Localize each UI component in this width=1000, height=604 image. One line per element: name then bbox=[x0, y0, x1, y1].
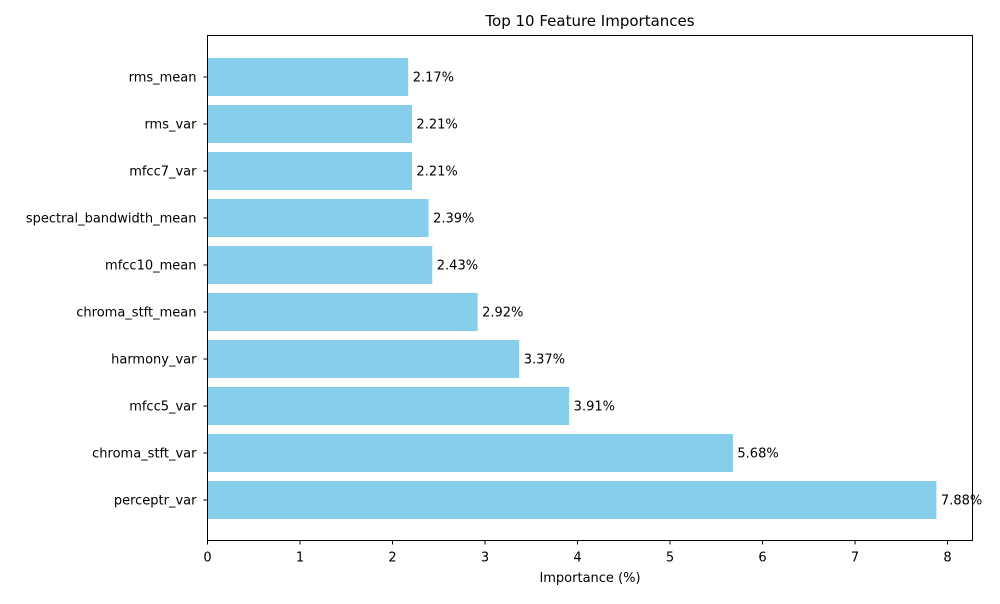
value-label-rms_mean: 2.17% bbox=[413, 71, 454, 86]
y-tick-label: rms_mean bbox=[129, 71, 197, 86]
x-tick-label: 5 bbox=[666, 551, 674, 566]
bar-rms_var bbox=[207, 105, 412, 143]
y-axis: rms_mean rms_var mfcc7_var spectral_bandwid… bbox=[26, 71, 208, 509]
bar-rms_mean bbox=[207, 58, 409, 96]
y-tick-label: harmony_var bbox=[111, 353, 197, 368]
value-label-chroma_stft_var: 5.68% bbox=[737, 447, 778, 462]
x-tick-label: 0 bbox=[203, 551, 211, 566]
value-label-perceptr_var: 7.88% bbox=[941, 494, 982, 509]
plot-frame bbox=[207, 35, 973, 541]
value-label-chroma_stft_mean: 2.92% bbox=[482, 306, 523, 321]
y-tick-label: mfcc10_mean bbox=[105, 259, 196, 274]
bar-perceptr_var bbox=[207, 481, 937, 519]
y-tick-label: chroma_stft_mean bbox=[76, 306, 196, 321]
bar-mfcc5_var bbox=[207, 387, 570, 425]
x-tick-label: 7 bbox=[851, 551, 859, 566]
bars-layer bbox=[207, 58, 937, 519]
y-tick-label: chroma_stft_var bbox=[92, 447, 197, 462]
x-tick-label: 4 bbox=[573, 551, 581, 566]
y-tick-label: mfcc5_var bbox=[129, 400, 197, 415]
x-tick-label: 3 bbox=[481, 551, 489, 566]
bar-chroma_stft_mean bbox=[207, 293, 478, 331]
y-tick-label: spectral_bandwidth_mean bbox=[26, 212, 197, 227]
bar-mfcc7_var bbox=[207, 152, 412, 190]
x-axis: 0 1 2 3 4 5 6 7 8 bbox=[203, 540, 952, 566]
value-label-mfcc7_var: 2.21% bbox=[416, 165, 457, 180]
bar-harmony_var bbox=[207, 340, 520, 378]
value-label-harmony_var: 3.37% bbox=[524, 353, 565, 368]
bar-mfcc10_mean bbox=[207, 246, 433, 284]
value-label-rms_var: 2.21% bbox=[416, 118, 457, 133]
x-axis-label: Importance (%) bbox=[539, 571, 640, 586]
value-label-spectral_bandwidth_mean: 2.39% bbox=[433, 212, 474, 227]
y-tick-label: perceptr_var bbox=[114, 494, 197, 509]
x-tick-label: 1 bbox=[296, 551, 304, 566]
bar-chroma_stft_var bbox=[207, 434, 733, 472]
y-tick-label: rms_var bbox=[144, 118, 197, 133]
x-tick-label: 6 bbox=[758, 551, 766, 566]
value-labels-layer: 2.17% 2.21% 2.21% 2.39% 2.43% 2.92% 3.37% 3.91%… bbox=[413, 71, 983, 509]
chart-title: Top 10 Feature Importances bbox=[484, 12, 694, 30]
value-label-mfcc10_mean: 2.43% bbox=[437, 259, 478, 274]
bar-spectral_bandwidth_mean bbox=[207, 199, 429, 237]
x-tick-label: 8 bbox=[943, 551, 951, 566]
y-tick-label: mfcc7_var bbox=[129, 165, 197, 180]
x-tick-label: 2 bbox=[388, 551, 396, 566]
value-label-mfcc5_var: 3.91% bbox=[574, 400, 615, 415]
